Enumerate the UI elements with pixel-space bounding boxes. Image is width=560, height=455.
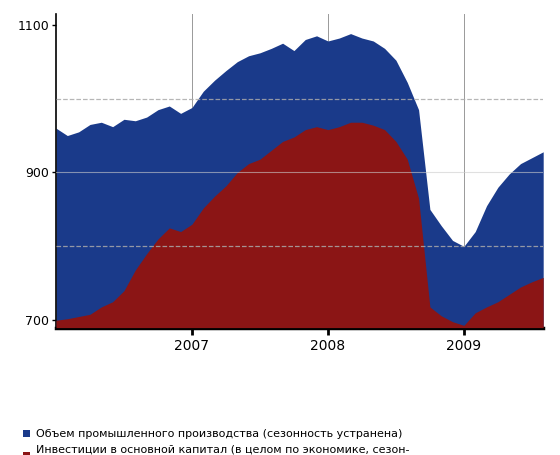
Legend: Объем промышленного производства (сезонность устранена), Инвестиции в основной к: Объем промышленного производства (сезонн… (22, 430, 409, 455)
